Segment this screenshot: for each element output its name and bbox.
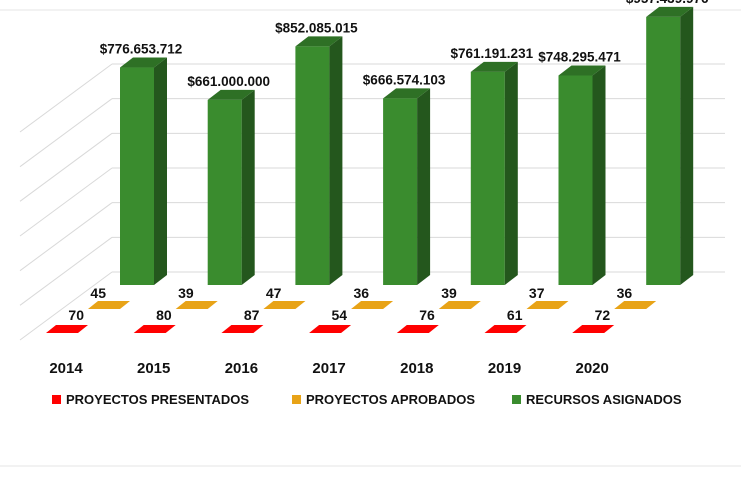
label-presentados-2016: 87 [244, 307, 260, 323]
legend-swatch [52, 395, 61, 404]
label-presentados-2014: 70 [68, 307, 84, 323]
label-presentados-2015: 80 [156, 307, 172, 323]
bar-recursos-2014 [120, 57, 167, 286]
bar-aprobados-2019 [526, 301, 569, 309]
label-presentados-2020: 72 [595, 307, 611, 323]
x-axis-tick-labels: 2014 2015 2016 2017 2018 2019 2020 [49, 360, 609, 377]
legend-item-3: RECURSOS ASIGNADOS [512, 392, 682, 407]
bar-recursos-2020 [646, 6, 694, 285]
bar-aprobados-2020 [614, 301, 657, 309]
tick-label-2020: 2020 [576, 360, 609, 377]
bar-presentados-2014 [46, 325, 88, 333]
bar-presentados-2015 [133, 325, 176, 333]
legend-item-2: PROYECTOS APROBADOS [292, 392, 475, 407]
label-aprobados-2017: 36 [354, 285, 370, 301]
label-recursos-2017: $666.574.103 [363, 72, 446, 87]
legend: PROYECTOS PRESENTADOS PROYECTOS APROBADOS… [52, 392, 682, 407]
label-recursos-2016: $852.085.015 [275, 20, 358, 35]
label-aprobados-2016: 47 [266, 285, 282, 301]
bar-recursos-2015 [207, 89, 255, 285]
label-presentados-2017: 54 [332, 307, 348, 323]
tick-label-2018: 2018 [400, 360, 433, 377]
tick-label-2019: 2019 [488, 360, 521, 377]
bar-recursos-2019 [558, 65, 606, 285]
label-recursos-2014: $776.653.712 [100, 42, 183, 57]
bar-aprobados-2016 [263, 301, 306, 309]
legend-label: PROYECTOS PRESENTADOS [66, 392, 249, 407]
bar-recursos-2018 [470, 61, 518, 285]
label-aprobados-2018: 39 [441, 285, 457, 301]
bars [46, 6, 694, 333]
data-labels: $776.653.712 45 70 $661.000.000 39 80 $852.085… [68, 0, 709, 323]
bar-presentados-2019 [484, 325, 527, 333]
legend-swatch [512, 395, 521, 404]
label-recursos-2018: $761.191.231 [451, 46, 534, 61]
bar-aprobados-2017 [351, 301, 394, 309]
bar-aprobados-2018 [438, 301, 481, 309]
label-recursos-2020: $957.439.976 [626, 0, 709, 6]
tick-label-2017: 2017 [312, 360, 345, 377]
legend-label: RECURSOS ASIGNADOS [526, 392, 682, 407]
label-aprobados-2020: 36 [617, 285, 633, 301]
tick-label-2014: 2014 [49, 360, 83, 377]
bar-presentados-2016 [221, 325, 264, 333]
bar-aprobados-2015 [175, 301, 218, 309]
label-recursos-2019: $748.295.471 [538, 49, 621, 64]
legend-swatch [292, 395, 301, 404]
label-presentados-2018: 76 [419, 307, 435, 323]
bar-recursos-2017 [383, 88, 431, 285]
bar-aprobados-2014 [88, 301, 130, 309]
bar-presentados-2018 [396, 325, 439, 333]
label-presentados-2019: 61 [507, 307, 523, 323]
label-aprobados-2014: 45 [90, 285, 106, 301]
label-aprobados-2015: 39 [178, 285, 194, 301]
legend-item-1: PROYECTOS PRESENTADOS [52, 392, 249, 407]
tick-label-2015: 2015 [137, 360, 170, 377]
tick-label-2016: 2016 [225, 360, 258, 377]
legend-label: PROYECTOS APROBADOS [306, 392, 475, 407]
bar-presentados-2017 [309, 325, 352, 333]
bar-recursos-2016 [295, 36, 343, 285]
bar-presentados-2020 [572, 325, 615, 333]
label-aprobados-2019: 37 [529, 285, 545, 301]
label-recursos-2015: $661.000.000 [187, 74, 270, 89]
